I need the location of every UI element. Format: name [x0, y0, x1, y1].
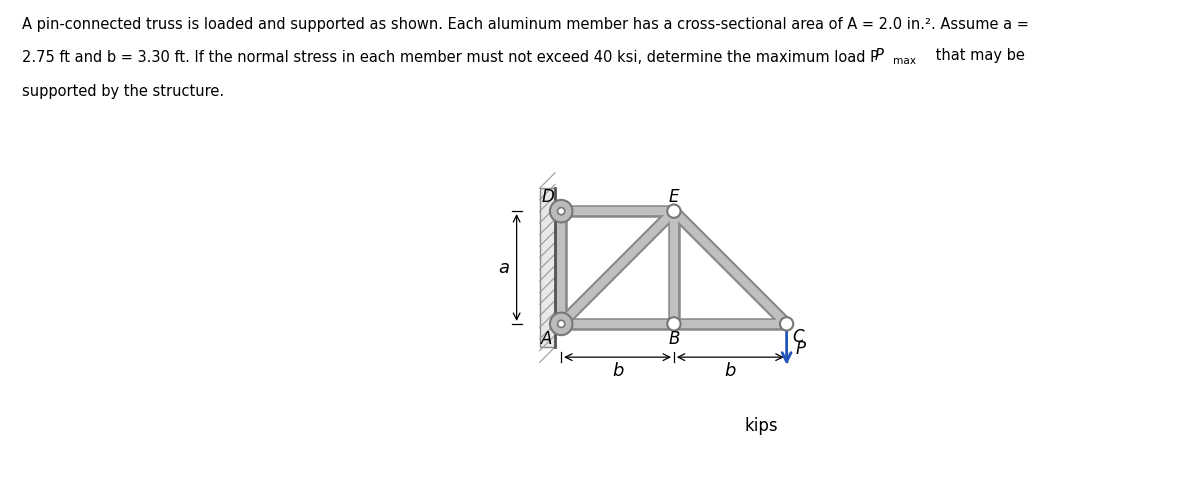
- Text: 2.75 ft and b = 3.30 ft. If the normal stress in each member must not exceed 40 : 2.75 ft and b = 3.30 ft. If the normal s…: [22, 50, 878, 65]
- Text: supported by the structure.: supported by the structure.: [22, 84, 223, 99]
- Circle shape: [558, 207, 565, 215]
- Text: A: A: [541, 330, 552, 348]
- Text: that may be: that may be: [931, 48, 1025, 63]
- Text: b: b: [725, 363, 736, 380]
- Text: a: a: [498, 259, 509, 276]
- Text: A pin-connected truss is loaded and supported as shown. Each aluminum member has: A pin-connected truss is loaded and supp…: [22, 17, 1028, 32]
- Text: P: P: [875, 48, 883, 63]
- Text: B: B: [668, 330, 679, 348]
- Circle shape: [667, 205, 680, 218]
- Bar: [540, 188, 556, 347]
- Circle shape: [780, 317, 793, 331]
- Circle shape: [558, 320, 565, 328]
- Text: C: C: [792, 328, 804, 346]
- Text: kips: kips: [744, 417, 778, 435]
- Text: max: max: [893, 56, 916, 66]
- Circle shape: [550, 200, 572, 222]
- Circle shape: [550, 313, 572, 335]
- Text: b: b: [612, 363, 623, 380]
- Text: E: E: [668, 188, 679, 206]
- Circle shape: [667, 317, 680, 331]
- Text: D: D: [542, 188, 554, 206]
- Text: P: P: [796, 341, 806, 358]
